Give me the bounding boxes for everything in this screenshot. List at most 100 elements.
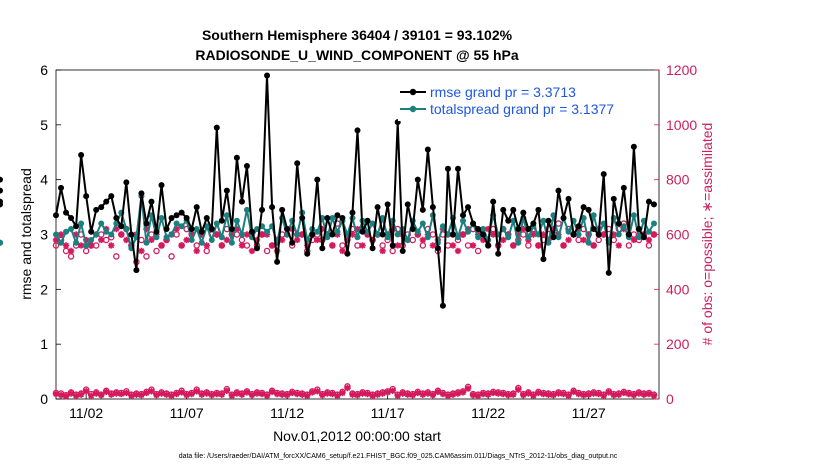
y-tick-label: 4 (40, 172, 48, 188)
obs-assimilated-bottom-marker (273, 390, 281, 398)
obs-assimilated-marker (173, 225, 180, 233)
x-axis: 11/02 11/07 11/12 11/17 11/22 11/27 (69, 394, 606, 421)
legend-box (398, 81, 656, 121)
totalspread-point (329, 215, 336, 222)
obs-assimilated-marker (535, 242, 542, 249)
obs-assimilated-bottom-marker (87, 392, 95, 399)
rmse-point (289, 239, 296, 246)
obs-assimilated-bottom-marker (108, 391, 115, 398)
rmse-point (369, 245, 376, 252)
obs-assimilated-bottom-marker (233, 390, 241, 397)
rmse-point (650, 201, 657, 208)
totalspread-point (208, 236, 215, 243)
rmse-point (0, 198, 3, 205)
obs-assimilated-bottom-marker (349, 391, 356, 398)
totalspread-point (198, 239, 205, 246)
rmse-point (138, 190, 145, 197)
obs-assimilated-bottom-marker (138, 391, 145, 399)
rmse-point (640, 234, 647, 241)
obs-assimilated-marker (344, 236, 351, 244)
obs-assimilated-marker (268, 242, 276, 249)
rmse-point (630, 143, 637, 150)
obs-assimilated-marker (489, 231, 497, 238)
rmse-point (384, 201, 391, 208)
rmse-line (55, 74, 655, 307)
obs-assimilated-bottom-marker (394, 392, 401, 399)
obs-assimilated-bottom-marker (228, 392, 236, 399)
rmse-point (460, 212, 467, 219)
obs-assimilated-bottom-marker (324, 390, 331, 397)
obs-assimilated-bottom-marker (223, 387, 231, 394)
obs-assimilated-bottom-marker (178, 389, 185, 396)
obs-assimilated-marker (319, 225, 326, 233)
obs-assimilated-marker (449, 242, 457, 249)
rmse-point (434, 245, 441, 252)
rmse-point (610, 195, 617, 202)
totalspread-point (635, 234, 642, 241)
totalspread-point (168, 231, 175, 238)
legend-spread-marker (409, 105, 417, 113)
totalspread-point (228, 239, 235, 246)
totalspread-point (565, 228, 572, 235)
rmse-point (193, 204, 200, 211)
obs-assimilated-bottom-marker (565, 392, 572, 399)
legend-rmse-label: rmse grand pr = 3.3713 (430, 84, 576, 100)
obs-assimilated-bottom-marker (434, 388, 442, 396)
obs-assimilated-bottom-marker (183, 391, 190, 399)
totalspread-point (414, 228, 421, 235)
rmse-point (93, 206, 100, 213)
totalspread-point (58, 239, 65, 246)
y-tick-label: 0 (40, 391, 48, 407)
rmse-point (414, 176, 421, 183)
obs-assimilated-bottom-marker (510, 391, 517, 398)
obs-assimilated-bottom-marker (454, 390, 462, 397)
obs-assimilated-bottom-marker (158, 390, 165, 397)
rmse-point (133, 267, 140, 274)
rmse-point (344, 250, 351, 257)
rmse-point (575, 223, 582, 230)
totalspread-point (68, 226, 75, 233)
obs-assimilated-bottom-marker (268, 388, 276, 396)
obs-assimilated-bottom-marker (645, 390, 653, 398)
rmse-point (238, 198, 245, 205)
obs-assimilated-marker (520, 225, 527, 233)
x-tick-label: 11/22 (471, 405, 505, 421)
rmse-point (243, 162, 250, 169)
obs-assimilated-marker (77, 242, 85, 249)
y-right-tick-label: 800 (666, 172, 690, 188)
totalspread-point (103, 228, 110, 235)
rmse-point (168, 215, 175, 222)
obs-assimilated-marker (213, 231, 220, 238)
rmse-point (128, 231, 135, 238)
obs-assimilated-bottom-marker (449, 391, 457, 398)
obs-assimilated-marker (650, 231, 658, 238)
y-tick-label: 1 (40, 336, 48, 352)
obs-assimilated-marker (565, 236, 572, 244)
rmse-point (274, 258, 281, 265)
totalspread-point (439, 223, 446, 230)
rmse-point (585, 206, 592, 213)
rmse-point (88, 228, 95, 235)
obs-assimilated-marker (223, 236, 231, 244)
obs-assimilated-bottom-marker (525, 390, 532, 397)
rmse-point (530, 220, 537, 227)
obs-assimilated-bottom-marker (52, 390, 60, 398)
obs-assimilated-marker (72, 231, 80, 238)
rmse-point (470, 220, 477, 227)
totalspread-point (455, 234, 461, 241)
totalspread-point (193, 226, 200, 233)
totalspread-point (324, 234, 331, 241)
obs-assimilated-bottom-marker (545, 391, 552, 398)
obs-assimilated-bottom-marker (113, 390, 120, 397)
rmse-point (153, 228, 160, 235)
totalspread-point (223, 212, 230, 219)
obs-assimilated-bottom-marker (500, 390, 507, 398)
obs-assimilated-marker (278, 236, 286, 244)
obs-assimilated-marker (560, 242, 567, 249)
obs-assimilated-bottom-marker (288, 389, 296, 397)
obs-assimilated-bottom-marker (610, 391, 617, 399)
rmse-point (223, 187, 230, 194)
rmse-point (540, 256, 547, 263)
obs-assimilated-marker (57, 231, 65, 238)
rmse-point (359, 228, 366, 235)
